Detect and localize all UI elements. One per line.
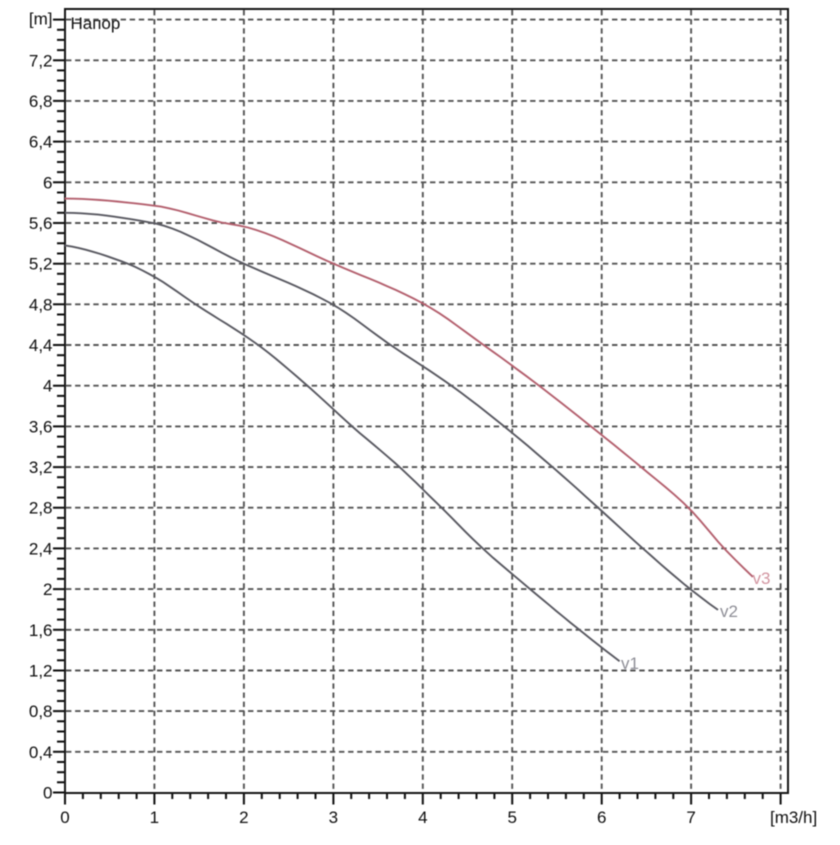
svg-text:4: 4 <box>418 808 427 827</box>
svg-text:4,4: 4,4 <box>29 336 53 355</box>
svg-text:2: 2 <box>239 808 248 827</box>
svg-text:0,8: 0,8 <box>29 702 53 721</box>
svg-text:v1: v1 <box>621 654 639 673</box>
svg-text:6: 6 <box>597 808 606 827</box>
svg-text:1,2: 1,2 <box>29 662 53 681</box>
svg-text:0: 0 <box>43 784 52 803</box>
svg-text:5,6: 5,6 <box>29 214 53 233</box>
svg-text:6,8: 6,8 <box>29 92 53 111</box>
svg-text:5,2: 5,2 <box>29 255 53 274</box>
svg-text:1: 1 <box>150 808 159 827</box>
svg-text:0: 0 <box>60 808 69 827</box>
svg-text:7: 7 <box>686 808 695 827</box>
svg-text:6,4: 6,4 <box>29 133 53 152</box>
svg-text:1,6: 1,6 <box>29 621 53 640</box>
svg-text:7,2: 7,2 <box>29 51 53 70</box>
svg-text:4,8: 4,8 <box>29 295 53 314</box>
svg-text:v3: v3 <box>753 569 771 588</box>
svg-text:3,2: 3,2 <box>29 458 53 477</box>
svg-text:3: 3 <box>329 808 338 827</box>
svg-text:v2: v2 <box>720 602 738 621</box>
svg-text:2: 2 <box>43 580 52 599</box>
svg-text:0,4: 0,4 <box>29 743 53 762</box>
svg-text:2,4: 2,4 <box>29 539 53 558</box>
svg-text:[m]: [m] <box>29 9 53 28</box>
svg-text:Напор: Напор <box>71 14 121 33</box>
svg-text:[m3/h]: [m3/h] <box>770 808 817 827</box>
svg-text:4: 4 <box>43 377 52 396</box>
svg-text:2,8: 2,8 <box>29 499 53 518</box>
svg-text:5: 5 <box>507 808 516 827</box>
svg-text:6: 6 <box>43 173 52 192</box>
svg-text:3,6: 3,6 <box>29 417 53 436</box>
